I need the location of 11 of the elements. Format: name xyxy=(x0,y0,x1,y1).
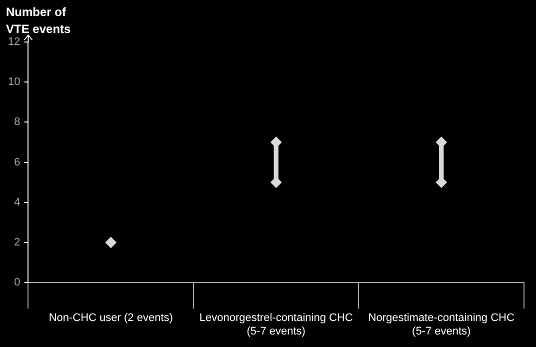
y-tick-label: 10 xyxy=(8,76,20,88)
y-tick-label: 8 xyxy=(14,116,20,128)
y-tick-label: 2 xyxy=(14,236,20,249)
x-tick-label: Levonorgestrel-containing CHC (5-7 events) xyxy=(199,312,353,338)
y-tick-label: 12 xyxy=(8,36,20,48)
y-tick-label: 6 xyxy=(14,156,20,168)
x-tick-label: Non-CHC user (2 events) xyxy=(48,312,173,324)
x-tick-label: Norgestimate-containing CHC (5-7 events) xyxy=(368,312,514,338)
y-tick-label: 4 xyxy=(14,196,20,208)
y-axis-title: Number of VTE events xyxy=(6,4,71,37)
y-tick-label: 0 xyxy=(14,276,20,289)
